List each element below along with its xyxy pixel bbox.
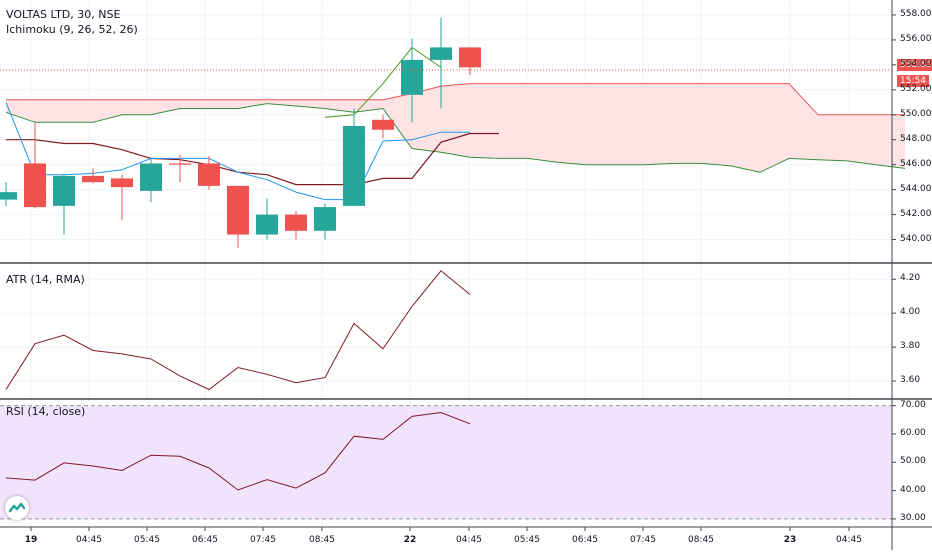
price-axis-label: 4.00 [900,307,921,318]
candle-body [140,163,162,191]
tradingview-logo-icon[interactable] [5,496,29,520]
ichimoku-cloud-segment [760,83,789,173]
ichimoku-cloud-segment [209,99,238,109]
time-axis-label: 05:45 [514,535,540,545]
ichimoku-cloud-segment [35,99,64,123]
ichimoku-cloud-segment [499,83,528,159]
countdown-tag: 15:54 [897,75,929,87]
time-axis-label: 06:45 [572,535,598,545]
candle-body [459,47,481,68]
candle-body [430,47,452,60]
leading-span-a-line [5,103,906,173]
ichimoku-cloud-segment [847,114,876,165]
price-axis-label: 70.00 [900,399,926,410]
price-axis-label: 3.80 [900,341,921,352]
time-axis-label: 08:45 [309,535,335,545]
price-axis-label: 60.00 [900,427,926,438]
ichimoku-cloud-segment [238,99,267,109]
ichimoku-cloud-segment [615,83,644,165]
time-axis-label: 06:45 [192,535,218,545]
ichimoku-cloud-segment [644,83,673,165]
price-axis-label: 552.00 [900,83,932,94]
price-axis-label: 542.00 [900,208,932,219]
ichimoku-legend[interactable]: Ichimoku (9, 26, 52, 26) [6,23,138,36]
price-axis-label: 554.00 [900,58,932,69]
base-line [6,132,499,186]
price-axis-label: 540.00 [900,233,932,244]
time-axis-label: 07:45 [630,535,656,545]
ichimoku-cloud-segment [731,83,760,173]
ichimoku-cloud-segment [818,114,847,161]
time-axis-label: 05:45 [134,535,160,545]
candle-body [314,207,336,231]
last-price-tag: 553.60 [897,59,932,71]
ichimoku-cloud-segment [383,93,412,149]
candle-body [343,126,365,206]
candle-body [256,214,278,235]
price-axis-label: 548.00 [900,133,932,144]
ichimoku-cloud-segment [789,83,818,160]
price-axis-label: 550.00 [900,108,932,119]
candle-body [82,175,104,183]
price-axis-label: 544.00 [900,183,932,194]
ichimoku-cloud-segment [470,83,499,159]
candle-body [401,59,423,95]
ichimoku-cloud-segment [151,99,180,115]
candle-body [285,214,307,231]
time-axis-label: 23 [783,535,797,545]
candle-body [372,119,394,130]
price-axis-label: 50.00 [900,456,926,467]
ichimoku-cloud-segment [412,86,441,153]
time-axis-label: 04:45 [76,535,102,545]
candle-body [111,178,133,188]
ichimoku-cloud-segment [64,99,93,123]
time-axis-label: 08:45 [688,535,714,545]
ichimoku-cloud-segment [876,114,905,169]
price-axis-label: 30.00 [900,512,926,523]
ichimoku-cloud-segment [122,99,151,115]
ichimoku-cloud-segment [557,83,586,165]
rsi-legend[interactable]: RSI (14, close) [6,405,86,418]
candle-body [24,163,46,208]
candle-body [53,175,75,206]
candle-body [227,185,249,235]
time-axis-label: 07:45 [250,535,276,545]
atr-legend[interactable]: ATR (14, RMA) [6,273,85,286]
ichimoku-cloud-segment [6,99,35,123]
atr-line [5,270,471,391]
symbol-title: VOLTAS LTD, 30, NSE [6,8,121,21]
ichimoku-cloud-segment [673,83,702,164]
time-axis-label: 04:45 [456,535,482,545]
rsi-band [0,405,892,519]
ichimoku-cloud-segment [702,83,731,166]
time-axis-label: 19 [24,535,38,545]
ichimoku-cloud-segment [180,99,209,109]
ichimoku-cloud-segment [441,83,470,158]
time-axis-label: 04:45 [836,535,862,545]
rsi-line [5,411,471,491]
price-axis-label: 40.00 [900,484,926,495]
ichimoku-cloud-segment [267,99,296,107]
candle-body [198,163,220,186]
lagging-span-line [324,46,442,118]
price-axis-label: 4.20 [900,273,921,284]
conversion-line [5,102,470,201]
candle-body [169,163,191,165]
price-axis-label: 546.00 [900,158,932,169]
price-axis-label: 556.00 [900,33,932,44]
candle-body [0,192,17,200]
price-axis-label: 558.00 [900,8,932,19]
time-axis-label: 22 [403,535,417,545]
leading-span-b-line [6,83,905,116]
ichimoku-cloud-segment [586,83,615,165]
price-axis-label: 3.60 [900,375,921,386]
ichimoku-cloud-segment [528,83,557,163]
